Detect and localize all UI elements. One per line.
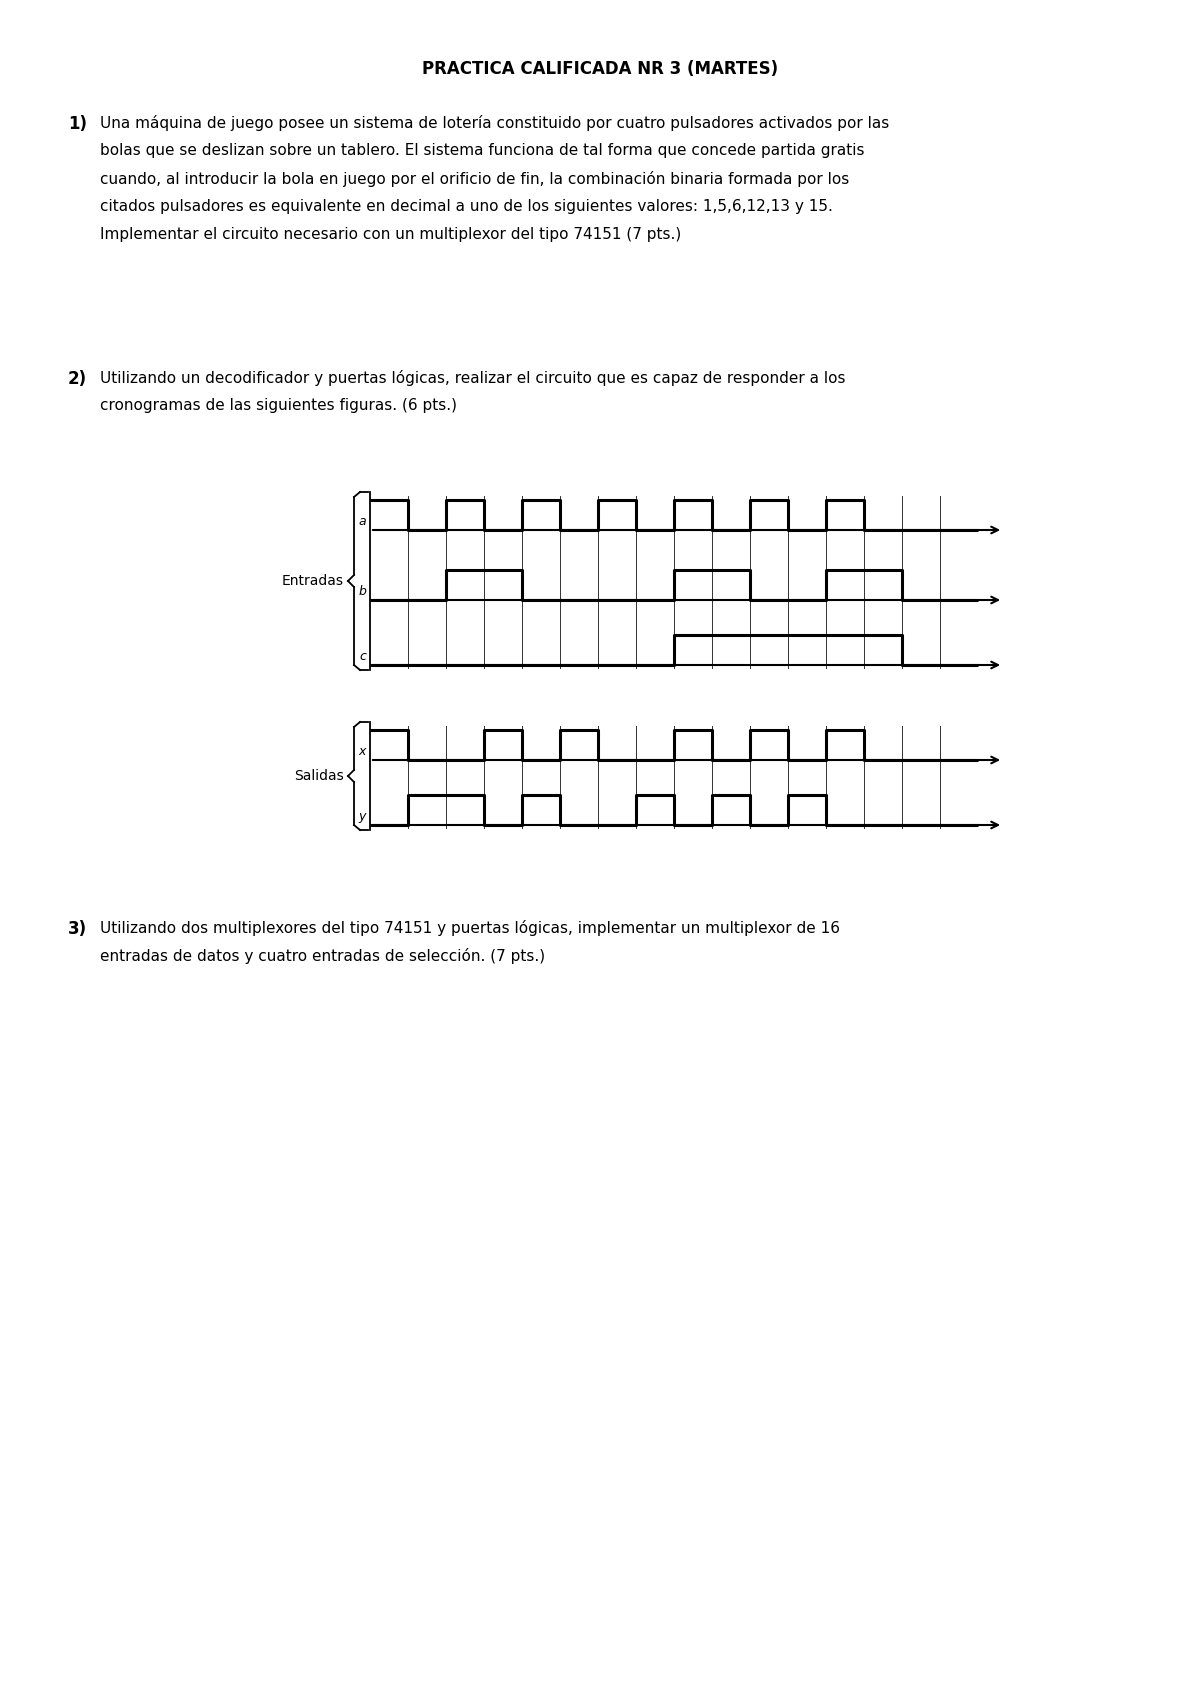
Text: cuando, al introducir la bola en juego por el orificio de fin, la combinación bi: cuando, al introducir la bola en juego p… bbox=[100, 171, 850, 187]
Text: Una máquina de juego posee un sistema de lotería constituido por cuatro pulsador: Una máquina de juego posee un sistema de… bbox=[100, 115, 889, 131]
Text: c: c bbox=[359, 650, 366, 662]
Text: PRACTICA CALIFICADA NR 3 (MARTES): PRACTICA CALIFICADA NR 3 (MARTES) bbox=[422, 59, 778, 78]
Text: Utilizando un decodificador y puertas lógicas, realizar el circuito que es capaz: Utilizando un decodificador y puertas ló… bbox=[100, 370, 846, 385]
Text: x: x bbox=[359, 745, 366, 757]
Text: cronogramas de las siguientes figuras. (6 pts.): cronogramas de las siguientes figuras. (… bbox=[100, 397, 457, 413]
Text: 3): 3) bbox=[68, 920, 88, 937]
Text: a: a bbox=[359, 514, 366, 528]
Text: bolas que se deslizan sobre un tablero. El sistema funciona de tal forma que con: bolas que se deslizan sobre un tablero. … bbox=[100, 143, 864, 158]
Text: citados pulsadores es equivalente en decimal a uno de los siguientes valores: 1,: citados pulsadores es equivalente en dec… bbox=[100, 199, 833, 214]
Text: b: b bbox=[358, 586, 366, 598]
Text: Entradas: Entradas bbox=[282, 574, 344, 588]
Text: entradas de datos y cuatro entradas de selección. (7 pts.): entradas de datos y cuatro entradas de s… bbox=[100, 947, 545, 964]
Text: 1): 1) bbox=[68, 115, 88, 132]
Text: Salidas: Salidas bbox=[294, 769, 344, 783]
Text: y: y bbox=[359, 810, 366, 824]
Text: Implementar el circuito necesario con un multiplexor del tipo 74151 (7 pts.): Implementar el circuito necesario con un… bbox=[100, 228, 682, 243]
Text: Utilizando dos multiplexores del tipo 74151 y puertas lógicas, implementar un mu: Utilizando dos multiplexores del tipo 74… bbox=[100, 920, 840, 936]
Text: 2): 2) bbox=[68, 370, 88, 389]
